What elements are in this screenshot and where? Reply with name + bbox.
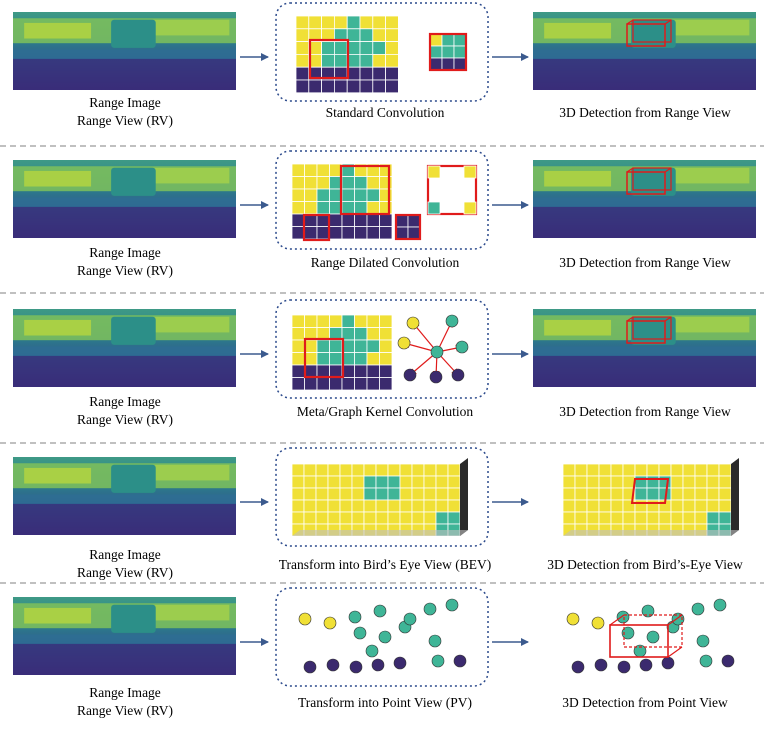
output-label: 3D Detection from Point View [562, 695, 728, 710]
feature-grid [291, 463, 461, 537]
feature-grid [295, 15, 399, 94]
point [445, 598, 459, 612]
output-label: 3D Detection from Range View [559, 105, 731, 120]
method-panel [275, 587, 489, 687]
method-label: Range Dilated Convolution [310, 255, 460, 270]
range-image [533, 160, 756, 238]
range-view-label: Range Image Range View (RV) [40, 393, 210, 429]
pipeline-row [13, 2, 756, 102]
method-label: Transform into Point View (PV) [298, 695, 472, 710]
range-view-label: Range Image Range View (RV) [40, 684, 210, 720]
range-image [13, 12, 236, 90]
point [403, 612, 417, 626]
graph-node [406, 316, 420, 330]
range-view-text: Range View (RV) [76, 113, 174, 128]
detection-box [626, 19, 672, 47]
graph-node [430, 345, 444, 359]
point [303, 660, 317, 674]
graph-node [397, 336, 411, 350]
point [639, 658, 653, 672]
point [428, 634, 442, 648]
point [699, 654, 713, 668]
range-view-text: Range View (RV) [76, 263, 174, 278]
feature-grid [562, 463, 732, 537]
range-image-text: Range Image [89, 547, 161, 562]
point [616, 610, 630, 624]
graph-node [451, 368, 465, 382]
range-view-text: Range View (RV) [76, 412, 174, 427]
point [696, 634, 710, 648]
range-image [13, 457, 236, 535]
feature-grid [395, 214, 421, 240]
range-view-label: Range Image Range View (RV) [40, 94, 210, 130]
point [373, 604, 387, 618]
range-image-text: Range Image [89, 245, 161, 260]
feature-grid [291, 314, 393, 391]
method-panel [275, 447, 489, 547]
method-label: Transform into Bird’s Eye View (BEV) [278, 557, 492, 572]
method-panel [275, 2, 489, 102]
pipeline-row [13, 447, 739, 547]
detection-box [609, 624, 669, 658]
range-view-label: Range Image Range View (RV) [40, 546, 210, 582]
range-view-label: Range Image Range View (RV) [40, 244, 210, 280]
point [617, 660, 631, 674]
point [721, 654, 735, 668]
graph-node [445, 314, 459, 328]
range-image [13, 309, 236, 387]
point [371, 658, 385, 672]
point [621, 626, 635, 640]
point [453, 654, 467, 668]
range-image [533, 12, 756, 90]
point [423, 602, 437, 616]
range-view-text: Range View (RV) [76, 565, 174, 580]
point [393, 656, 407, 670]
graph-node [429, 370, 443, 384]
range-image-text: Range Image [89, 95, 161, 110]
point [646, 630, 660, 644]
point [365, 644, 379, 658]
feature-grid [429, 33, 467, 71]
point [571, 660, 585, 674]
graph-node [455, 340, 469, 354]
point [323, 616, 337, 630]
point [378, 630, 392, 644]
output-label: 3D Detection from Range View [559, 255, 731, 270]
output-label: 3D Detection from Range View [559, 404, 731, 419]
pipeline-row [13, 150, 756, 250]
detection-box [626, 167, 672, 195]
point [566, 612, 580, 626]
pipeline-row [13, 299, 756, 399]
method-panel [275, 150, 489, 250]
range-image [533, 309, 756, 387]
point [713, 598, 727, 612]
point [348, 610, 362, 624]
point [641, 604, 655, 618]
point [661, 656, 675, 670]
point [326, 658, 340, 672]
method-label: Meta/Graph Kernel Convolution [296, 404, 474, 419]
range-image-text: Range Image [89, 685, 161, 700]
detection-box [626, 316, 672, 344]
point [691, 602, 705, 616]
point [353, 626, 367, 640]
point [349, 660, 363, 674]
point [431, 654, 445, 668]
range-view-text: Range View (RV) [76, 703, 174, 718]
method-panel [275, 299, 489, 399]
feature-grid [291, 163, 393, 240]
range-image [13, 597, 236, 675]
point [298, 612, 312, 626]
point [591, 616, 605, 630]
point [594, 658, 608, 672]
method-label: Standard Convolution [325, 105, 445, 120]
output-label: 3D Detection from Bird’s-Eye View [547, 557, 743, 572]
graph-node [403, 368, 417, 382]
pipeline-row [13, 587, 735, 687]
range-image-text: Range Image [89, 394, 161, 409]
range-image [13, 160, 236, 238]
